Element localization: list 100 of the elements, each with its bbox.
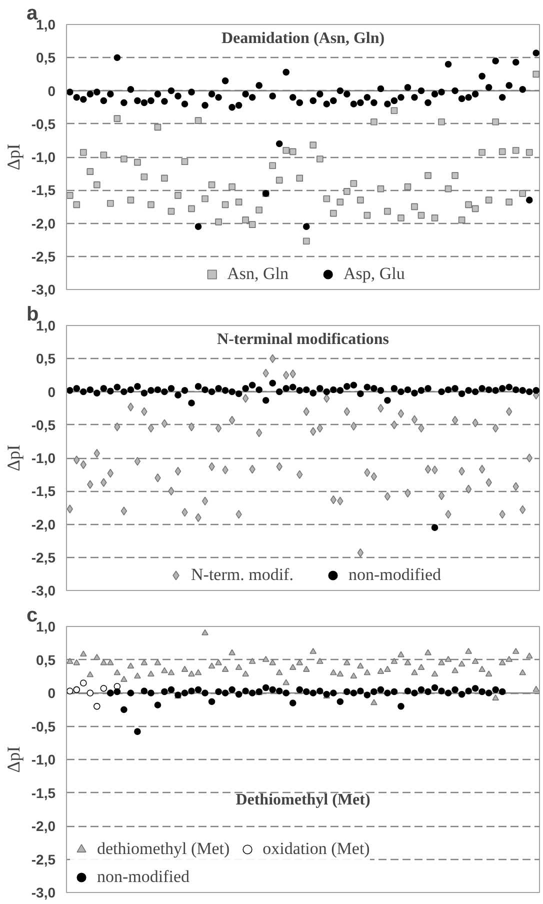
y-tick-label: 1,0 — [36, 318, 56, 334]
legend-label: non-modified — [348, 565, 441, 585]
y-tick-label: -1,0 — [31, 149, 56, 165]
point — [444, 690, 452, 696]
legend-label: N-term. modif. — [191, 565, 294, 585]
point — [370, 688, 378, 696]
y-tick-label: 0,5 — [36, 350, 56, 367]
point — [492, 686, 499, 694]
y-tick-label: -3,0 — [31, 884, 56, 900]
point — [66, 688, 74, 694]
point — [452, 686, 458, 694]
point — [100, 684, 108, 692]
point — [330, 690, 337, 696]
y-tick-label: -0,5 — [31, 416, 56, 433]
y-tick-label: -1,5 — [31, 784, 56, 801]
y-tick-label: -2,5 — [31, 549, 56, 566]
point — [262, 684, 270, 692]
point — [215, 688, 222, 696]
y-tick-label: -2,0 — [31, 215, 56, 232]
y-tick-label: -2,0 — [31, 818, 56, 834]
point — [181, 690, 188, 696]
legend-label: Asn, Gln — [227, 264, 288, 284]
point — [73, 686, 80, 694]
point — [357, 688, 364, 694]
point — [438, 688, 445, 694]
point — [302, 688, 310, 696]
legend-label: oxidation (Met) — [262, 839, 370, 859]
point — [161, 688, 168, 696]
point — [478, 688, 486, 696]
point — [114, 682, 121, 690]
y-tick-label: -3,0 — [31, 582, 56, 598]
y-tick-label: -3,0 — [31, 282, 56, 298]
y-axis-title: ΔpI — [3, 144, 24, 170]
y-tick-label: -2,5 — [31, 851, 56, 868]
legend-label: Asp, Glu — [344, 264, 405, 284]
y-tick-label: 0 — [48, 685, 56, 701]
point — [248, 690, 256, 696]
point — [148, 690, 154, 696]
point — [424, 688, 432, 696]
y-tick-label: 0 — [48, 82, 56, 99]
point — [377, 686, 384, 694]
point — [222, 690, 229, 696]
text: Dethiomethyl (Met) — [236, 791, 370, 808]
y-tick-label: -1,5 — [31, 483, 56, 500]
point — [498, 688, 506, 696]
text: c — [26, 604, 38, 626]
y-tick-label: 0,5 — [36, 50, 56, 66]
point — [296, 686, 304, 694]
point — [472, 684, 479, 692]
point — [208, 698, 216, 706]
point — [411, 690, 418, 696]
y-tick-label: -2,5 — [31, 248, 56, 264]
y-tick-label: 0 — [48, 384, 56, 400]
y-tick-label: -2,0 — [31, 516, 56, 532]
point — [310, 690, 317, 696]
point — [140, 688, 148, 694]
point — [188, 688, 195, 694]
point — [134, 728, 141, 735]
point — [404, 688, 412, 694]
point — [80, 680, 87, 686]
y-tick-label: 1,0 — [36, 618, 56, 634]
point — [154, 702, 162, 708]
y-axis-title: ΔpI — [3, 444, 24, 472]
point — [168, 686, 175, 694]
point — [94, 702, 100, 710]
y-tick-label: -1,0 — [31, 752, 56, 768]
point — [390, 688, 398, 696]
y-tick-label: -0,5 — [31, 116, 56, 132]
point — [202, 690, 208, 696]
point — [364, 692, 371, 698]
point — [398, 702, 404, 710]
y-tick-label: 0,5 — [36, 652, 56, 668]
point — [344, 688, 350, 696]
point — [431, 684, 438, 692]
point — [269, 686, 276, 694]
point — [485, 690, 492, 696]
text: a — [26, 2, 38, 24]
point — [235, 690, 242, 698]
point — [120, 706, 128, 714]
point — [289, 700, 296, 706]
point — [384, 690, 391, 696]
chart-title: N-terminal modifications — [217, 330, 389, 348]
point — [465, 688, 472, 694]
y-axis-title: ΔpI — [3, 746, 24, 773]
point — [228, 686, 236, 694]
point — [86, 690, 94, 696]
point — [276, 688, 283, 694]
point — [458, 690, 466, 698]
y-tick-label: -0,5 — [31, 718, 56, 734]
point — [242, 688, 249, 694]
point — [336, 698, 344, 706]
chart-title: Deamidation (Asn, Gln) — [221, 30, 385, 47]
point — [418, 686, 425, 694]
legend-label: non-modified — [97, 867, 190, 887]
point — [350, 690, 358, 696]
point — [194, 686, 202, 694]
legend-label: dethiomethyl (Met) — [97, 839, 230, 859]
y-tick-label: -1,0 — [31, 450, 56, 466]
point — [127, 690, 134, 696]
point — [316, 688, 324, 694]
